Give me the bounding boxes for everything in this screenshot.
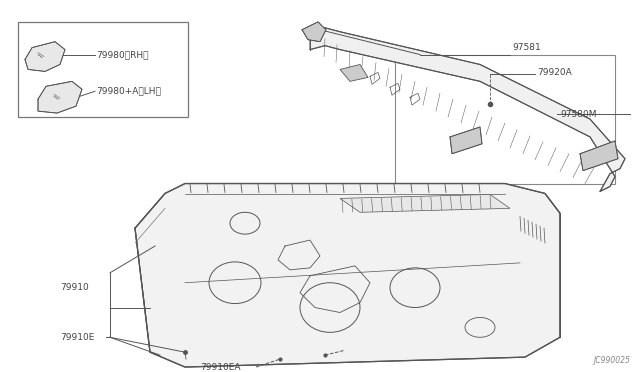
Bar [18,22,188,117]
Polygon shape [38,81,82,113]
Text: 79910EA: 79910EA [200,363,241,372]
Text: 79910: 79910 [60,283,89,292]
Text: 97581: 97581 [512,42,541,52]
Text: 97580M: 97580M [560,110,596,119]
Text: 79980+A〈LH〉: 79980+A〈LH〉 [96,87,161,96]
Polygon shape [25,42,65,71]
Polygon shape [340,64,368,81]
Text: JC990025: JC990025 [593,356,630,365]
Polygon shape [340,195,510,212]
Polygon shape [450,127,482,154]
Text: 79910E: 79910E [60,333,94,342]
Text: 79920A: 79920A [537,68,572,77]
Text: 79980〈RH〉: 79980〈RH〉 [96,50,148,59]
Bar [395,55,615,183]
Polygon shape [302,22,326,42]
Polygon shape [135,183,560,367]
Polygon shape [310,28,625,192]
Polygon shape [580,141,618,171]
